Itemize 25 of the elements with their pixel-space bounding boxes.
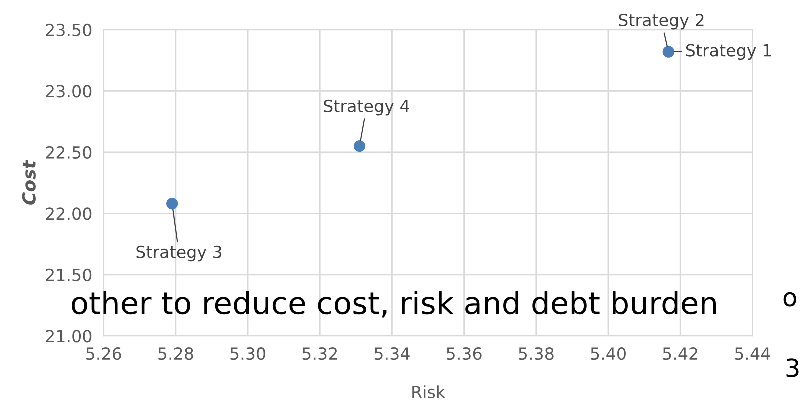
annotation: Strategy 1 (686, 44, 772, 60)
y-tick-label: 23.00 (46, 85, 92, 98)
y-tick-label: 22.50 (46, 146, 92, 159)
text: 3 (786, 358, 799, 378)
x-tick-label: 5.38 (519, 348, 554, 360)
x-tick-label: 5.34 (374, 348, 410, 360)
y-axis-title: Cost (22, 160, 36, 205)
y-tick-label: 21.00 (46, 330, 92, 343)
y-tick-label: 23.50 (46, 24, 92, 37)
x-tick-label: 5.28 (158, 348, 194, 360)
x-tick-label: 5.40 (591, 348, 626, 360)
x-tick-label: 5.44 (735, 348, 770, 360)
annotation: Strategy 3 (136, 246, 222, 262)
x-tick-label: 5.26 (86, 348, 122, 360)
text: o (784, 292, 796, 307)
x-tick-label: 5.32 (302, 348, 338, 360)
x-tick-label: 5.42 (663, 348, 698, 360)
annotation: Strategy 2 (619, 14, 704, 30)
annotation: Strategy 4 (324, 100, 410, 116)
y-tick-label: 22.00 (46, 208, 92, 220)
x-tick-label: 5.36 (447, 348, 482, 360)
x-tick-label: 5.30 (230, 348, 266, 360)
annotation: other to reduce cost, risk and debt burden (72, 290, 716, 318)
x-axis-title: Risk (412, 386, 446, 398)
y-tick-label: 21.50 (46, 268, 92, 282)
